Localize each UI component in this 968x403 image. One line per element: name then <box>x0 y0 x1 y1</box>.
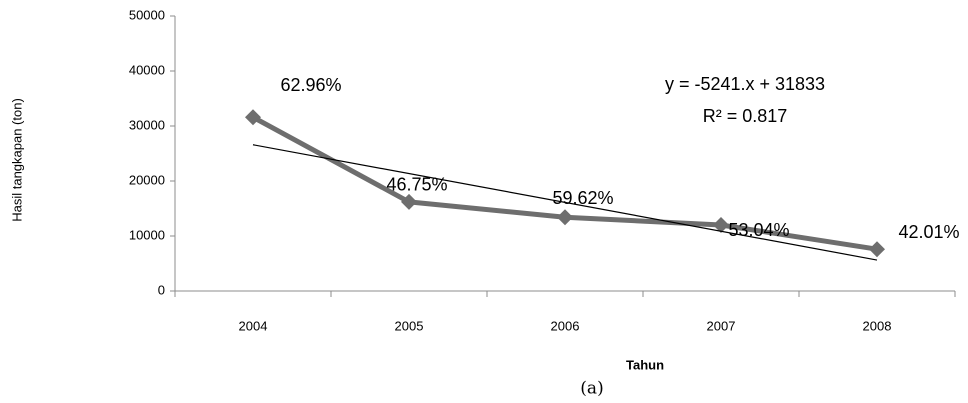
trendline <box>252 144 878 261</box>
point-label: 62.96% <box>280 75 341 95</box>
point-label: 53.04% <box>728 220 789 240</box>
trend-equation: y = -5241.x + 31833 <box>665 74 825 94</box>
marker <box>869 241 885 258</box>
x-tick-label: 2004 <box>239 318 268 333</box>
y-axis-title: Hasil tangkapan (ton) <box>9 98 24 222</box>
marker <box>713 217 729 233</box>
y-tick-label: 20000 <box>129 172 165 187</box>
marker <box>245 109 261 126</box>
y-tick-label: 30000 <box>129 117 165 132</box>
x-tick-label: 2006 <box>551 318 580 333</box>
y-tick-label: 0 <box>158 282 165 297</box>
x-axis-title: Tahun <box>626 357 664 372</box>
marker <box>557 209 573 226</box>
y-tick-label: 50000 <box>129 7 165 22</box>
point-label: 46.75% <box>386 175 447 195</box>
x-tick-label: 2008 <box>863 318 892 333</box>
y-tick-label: 40000 <box>129 62 165 77</box>
point-label: 59.62% <box>552 188 613 208</box>
caption: (a) <box>580 379 603 399</box>
marker <box>401 193 417 210</box>
x-tick-label: 2005 <box>395 318 424 333</box>
y-tick-label: 10000 <box>129 227 165 242</box>
x-tick-label: 2007 <box>707 318 736 333</box>
point-label: 42.01% <box>898 222 959 242</box>
trend-r2: R² = 0.817 <box>703 106 788 126</box>
